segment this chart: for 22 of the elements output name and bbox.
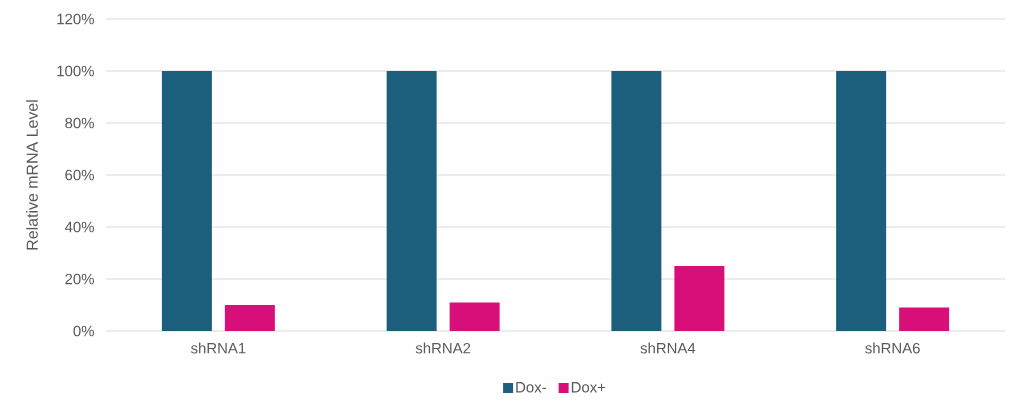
y-tick-label: 0% <box>73 325 94 337</box>
legend-label: Dox- <box>516 382 546 393</box>
x-tick-label: shRNA4 <box>640 342 696 354</box>
x-tick-label: shRNA1 <box>190 342 246 354</box>
bar <box>224 305 275 331</box>
x-tick-label: shRNA6 <box>865 342 920 354</box>
bar <box>836 71 887 331</box>
y-axis-title: Relative mRNA Level <box>26 100 38 250</box>
y-tick-label: 100% <box>57 65 94 77</box>
bar <box>386 71 437 331</box>
y-tick-label: 20% <box>65 273 94 285</box>
y-tick-label: 80% <box>65 117 94 129</box>
bar <box>899 307 950 331</box>
y-tick-label: 120% <box>57 13 94 25</box>
y-tick-label: 60% <box>65 169 94 181</box>
legend-label: Dox+ <box>571 382 606 393</box>
y-tick-label: 40% <box>64 221 94 233</box>
bar <box>674 266 725 331</box>
bar <box>449 302 500 331</box>
bar <box>161 71 212 331</box>
x-tick-label: shRNA2 <box>415 342 471 354</box>
bar <box>611 71 662 331</box>
